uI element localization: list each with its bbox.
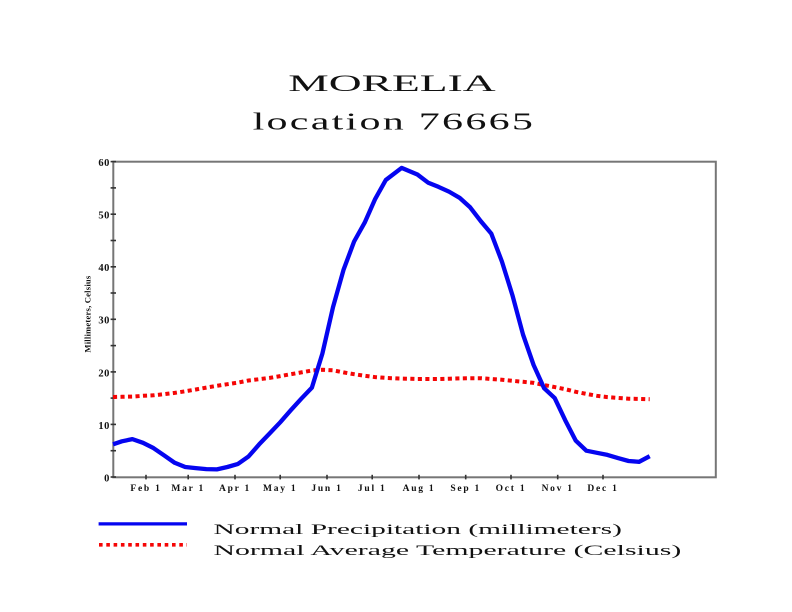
svg-text:Mar 1: Mar 1 [171, 484, 205, 494]
svg-text:Sep 1: Sep 1 [450, 484, 481, 494]
svg-text:MORELIA: MORELIA [288, 70, 495, 96]
svg-text:20: 20 [98, 368, 110, 379]
svg-text:0: 0 [104, 473, 110, 484]
svg-text:30: 30 [98, 316, 110, 327]
svg-text:Oct 1: Oct 1 [496, 484, 527, 494]
svg-text:50: 50 [98, 211, 110, 222]
svg-text:Feb 1: Feb 1 [130, 484, 161, 494]
svg-text:Jul 1: Jul 1 [358, 484, 387, 494]
svg-text:Normal Precipitation (millimet: Normal Precipitation (millimeters) [214, 521, 622, 538]
svg-text:Millimeters, Celsius: Millimeters, Celsius [83, 275, 93, 352]
svg-text:location 76665: location 76665 [253, 109, 536, 135]
svg-text:10: 10 [98, 421, 110, 432]
svg-text:Normal Average Temperature (Ce: Normal Average Temperature (Celsius) [214, 542, 682, 559]
svg-text:60: 60 [98, 158, 110, 169]
svg-text:40: 40 [98, 263, 110, 274]
svg-text:Dec 1: Dec 1 [587, 484, 618, 494]
svg-text:May 1: May 1 [263, 484, 297, 494]
svg-text:Apr 1: Apr 1 [219, 484, 251, 494]
svg-text:Aug 1: Aug 1 [403, 484, 436, 494]
svg-text:Jun 1: Jun 1 [311, 484, 342, 494]
svg-text:Nov 1: Nov 1 [542, 484, 574, 494]
